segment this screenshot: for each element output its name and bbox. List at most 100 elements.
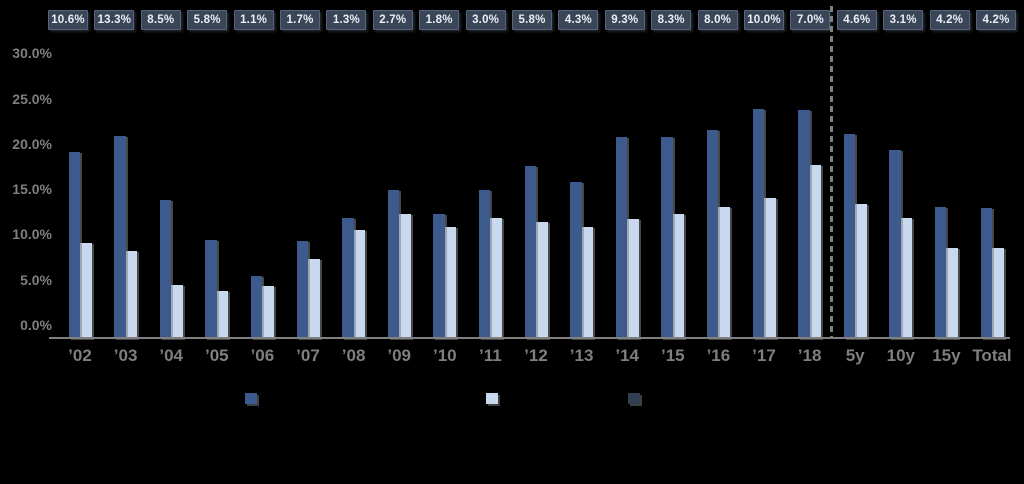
y-tick-label: 15.0% <box>12 181 52 198</box>
annotation-value: 7.0% <box>796 14 824 26</box>
annotation-value: 4.6% <box>843 14 871 26</box>
bar-light <box>171 284 183 339</box>
bar-dark <box>934 206 947 339</box>
annotation-box: 10.0% <box>744 10 784 30</box>
annotation-value: 3.0% <box>472 14 500 26</box>
y-tick-label: 0.0% <box>20 317 52 333</box>
bar-light <box>399 214 411 339</box>
annotation-box: 4.2% <box>929 10 970 30</box>
annotation-value: 13.3% <box>97 14 132 26</box>
bar-light <box>809 165 822 339</box>
annotation-value: 1.7% <box>286 14 314 26</box>
annotation-value: 1.8% <box>425 14 453 26</box>
bar-dark <box>114 136 126 339</box>
x-tick-label: ’02 <box>68 346 92 365</box>
annotation-box: 2.7% <box>372 10 413 30</box>
bar-dark <box>250 275 263 339</box>
bar-dark <box>615 137 628 339</box>
x-tick-label: ’17 <box>752 346 776 365</box>
x-tick-label: ’18 <box>797 346 822 365</box>
bar-dark <box>387 190 400 339</box>
bar-dark <box>798 109 810 339</box>
annotation-box: 8.0% <box>697 10 738 30</box>
bar-light <box>992 248 1004 339</box>
x-tick-label: 5y <box>845 346 865 365</box>
period-separator-dashed-line <box>830 6 833 338</box>
x-tick-label: ’16 <box>706 346 731 365</box>
y-tick-label: 25.0% <box>12 90 52 107</box>
annotation-value: 8.0% <box>704 14 732 26</box>
bar-light <box>536 222 548 339</box>
annotation-value: 1.3% <box>332 14 360 26</box>
annotation-value: 8.3% <box>657 14 685 26</box>
x-tick-label: ’05 <box>204 346 229 365</box>
bar-light <box>764 197 776 339</box>
x-tick-label: ’11 <box>479 346 502 365</box>
annotation-value: 4.2% <box>982 14 1010 26</box>
bar-dark <box>159 199 172 339</box>
bar-dark <box>342 217 354 339</box>
annotation-box: 1.7% <box>280 10 320 30</box>
annotation-value: 4.3% <box>564 14 592 26</box>
x-tick-label: ’10 <box>432 346 457 365</box>
bar-dark <box>980 207 992 339</box>
annotation-box: 13.3% <box>94 10 135 30</box>
annotation-box: 1.3% <box>326 10 367 30</box>
x-tick-label: Total <box>972 346 1012 365</box>
bar-dark <box>524 166 536 339</box>
y-tick-label: 20.0% <box>12 135 52 152</box>
bar-light <box>581 226 594 339</box>
annotation-value: 9.3% <box>611 14 639 26</box>
bar-light <box>855 204 867 339</box>
bar-light <box>216 291 229 339</box>
legend-swatch-dark-bar <box>245 393 257 404</box>
annotation-value: 5.8% <box>518 14 546 26</box>
annotation-box: 10.6% <box>48 10 88 30</box>
x-tick-label: 10y <box>886 346 915 365</box>
annotation-box: 7.0% <box>790 10 831 30</box>
annotation-box: 3.1% <box>883 10 924 30</box>
bar-light <box>900 217 913 339</box>
bar-dark <box>478 189 491 339</box>
annotation-value: 10.6% <box>51 14 85 26</box>
bar-light <box>308 259 320 339</box>
bar-light <box>718 206 730 339</box>
bar-dark <box>570 182 582 339</box>
y-tick-label: 30.0% <box>12 45 52 62</box>
bar-dark <box>205 240 217 339</box>
x-tick-label: ’07 <box>296 346 320 365</box>
bar-light <box>80 243 92 339</box>
legend-swatch-light-bar <box>486 393 498 404</box>
bar-dark <box>843 134 856 339</box>
annotation-value: 2.7% <box>379 14 407 26</box>
annotation-box: 8.5% <box>140 10 181 30</box>
annotation-box: 5.8% <box>512 10 552 30</box>
annotation-value: 10.0% <box>747 14 781 26</box>
annotation-box: 9.3% <box>604 10 645 30</box>
x-axis-line <box>49 337 1010 339</box>
bar-light <box>627 218 639 339</box>
y-tick-label: 5.0% <box>20 271 52 288</box>
x-tick-label: ’13 <box>569 346 594 365</box>
bar-dark <box>296 241 308 339</box>
annotation-box: 4.3% <box>558 10 599 30</box>
bar-dark <box>661 137 673 339</box>
legend-swatch-annotation <box>628 393 640 404</box>
annotation-value: 8.5% <box>147 14 175 26</box>
annotation-box: 8.3% <box>651 10 692 30</box>
bar-light <box>946 248 958 339</box>
bar-light <box>490 217 502 339</box>
bar-light <box>672 214 685 339</box>
x-tick-label: ’06 <box>250 346 275 365</box>
x-tick-label: ’09 <box>387 346 411 365</box>
annotation-box: 3.0% <box>465 10 506 30</box>
x-tick-label: ’14 <box>615 346 639 365</box>
bar-dark <box>433 214 445 339</box>
x-tick-label: ’03 <box>113 346 138 365</box>
y-tick-label: 10.0% <box>12 226 52 243</box>
annotation-box: 1.8% <box>419 10 460 30</box>
x-tick-label: ’15 <box>660 346 685 365</box>
annotation-value: 4.2% <box>936 14 964 26</box>
bar-light <box>125 251 138 339</box>
